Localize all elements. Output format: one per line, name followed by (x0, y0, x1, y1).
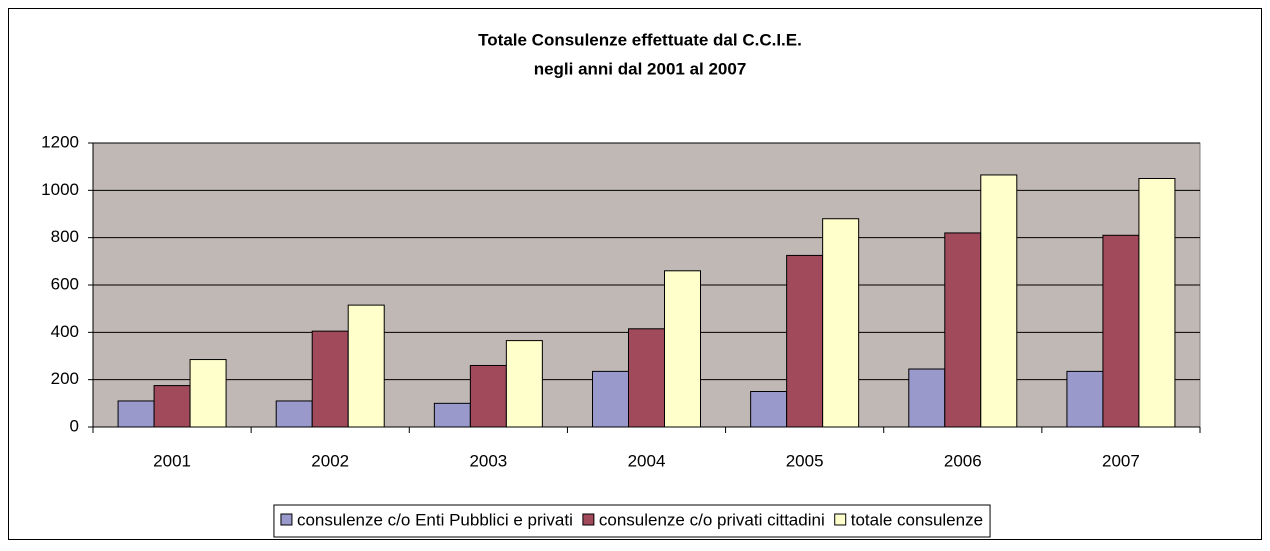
legend-swatch (280, 513, 293, 526)
bar (153, 385, 191, 428)
x-tick-label: 2001 (153, 451, 191, 470)
legend (273, 504, 991, 538)
bar (311, 330, 349, 428)
legend-label: consulenze c/o privati cittadini (599, 510, 825, 529)
x-tick-label: 2004 (628, 451, 666, 470)
y-tick-label: 600 (51, 274, 79, 293)
bar (786, 254, 824, 428)
y-tick-label: 400 (51, 322, 79, 341)
y-tick-label: 800 (51, 227, 79, 246)
bar (1102, 234, 1140, 428)
bar (189, 359, 227, 428)
bar (822, 218, 860, 428)
bar (980, 174, 1018, 428)
bar (1138, 178, 1176, 428)
legend-swatch (582, 513, 595, 526)
legend-swatch (834, 513, 847, 526)
x-tick-label: 2007 (1102, 451, 1140, 470)
bar (664, 270, 701, 428)
x-tick-label: 2006 (944, 451, 982, 470)
x-tick-label: 2003 (469, 451, 507, 470)
bar (433, 402, 471, 428)
bar (505, 340, 543, 428)
y-tick-label: 1000 (41, 180, 79, 199)
legend-label: totale consulenze (851, 510, 983, 529)
y-tick-label: 200 (51, 369, 79, 388)
chart-title: Totale Consulenze effettuate dal C.C.I.E… (478, 30, 802, 49)
x-tick-label: 2002 (311, 451, 349, 470)
bar (908, 368, 946, 428)
bar (275, 400, 313, 428)
bar (592, 370, 629, 428)
bar (944, 232, 982, 428)
bar (628, 328, 665, 428)
y-tick-label: 0 (70, 416, 79, 435)
bar (347, 304, 385, 428)
bar (117, 400, 155, 428)
x-tick-label: 2005 (786, 451, 824, 470)
bar (1066, 370, 1104, 428)
bar (750, 391, 788, 428)
legend-label: consulenze c/o Enti Pubblici e privati (297, 510, 573, 529)
y-tick-label: 1200 (41, 132, 79, 151)
bar (469, 364, 507, 428)
chart-title: negli anni dal 2001 al 2007 (534, 59, 747, 78)
